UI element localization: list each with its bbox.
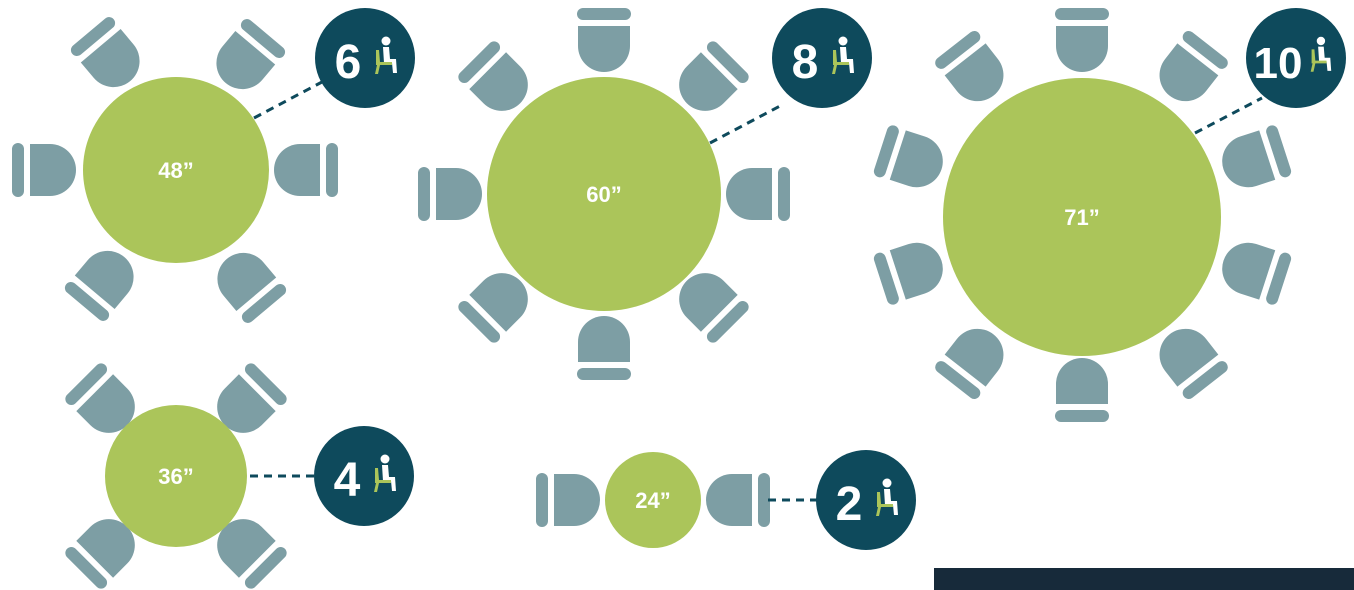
table-24 (605, 452, 701, 548)
chair (1215, 123, 1293, 195)
table-size-label: 24” (635, 488, 670, 513)
table-size-label: 71” (1064, 205, 1099, 230)
table-36 (105, 405, 247, 547)
seat-count-label: 10 (1254, 39, 1303, 88)
table-48 (83, 77, 269, 263)
seat-count-badge (816, 450, 916, 550)
chair (12, 143, 76, 197)
table-size-label: 48” (158, 158, 193, 183)
connector-line (253, 80, 323, 120)
chair (418, 167, 482, 221)
chair (274, 143, 338, 197)
chair (577, 316, 631, 380)
chair (726, 167, 790, 221)
chair (872, 235, 950, 307)
seat-count-label: 6 (335, 36, 362, 89)
table-size-label: 36” (158, 464, 193, 489)
chair (932, 28, 1015, 113)
chair (1148, 28, 1231, 113)
seat-count-label: 8 (792, 36, 819, 89)
seat-count-label: 2 (836, 478, 863, 531)
table-60 (487, 77, 721, 311)
table-71 (943, 78, 1221, 356)
table-size-label: 60” (586, 182, 621, 207)
chair (1215, 235, 1293, 307)
seat-count-badge (1246, 8, 1346, 108)
chair (577, 8, 631, 72)
footer-bar (934, 568, 1354, 590)
chair (1055, 358, 1109, 422)
chair (206, 241, 289, 326)
seat-count-badge (315, 8, 415, 108)
connector-line (709, 104, 781, 145)
chair (706, 473, 770, 527)
seat-count-badge (772, 8, 872, 108)
chair (536, 473, 600, 527)
seat-count-badge (314, 426, 414, 526)
connector-line (1194, 96, 1263, 135)
chair (1055, 8, 1109, 72)
seat-count-label: 4 (334, 454, 361, 507)
chair (872, 123, 950, 195)
